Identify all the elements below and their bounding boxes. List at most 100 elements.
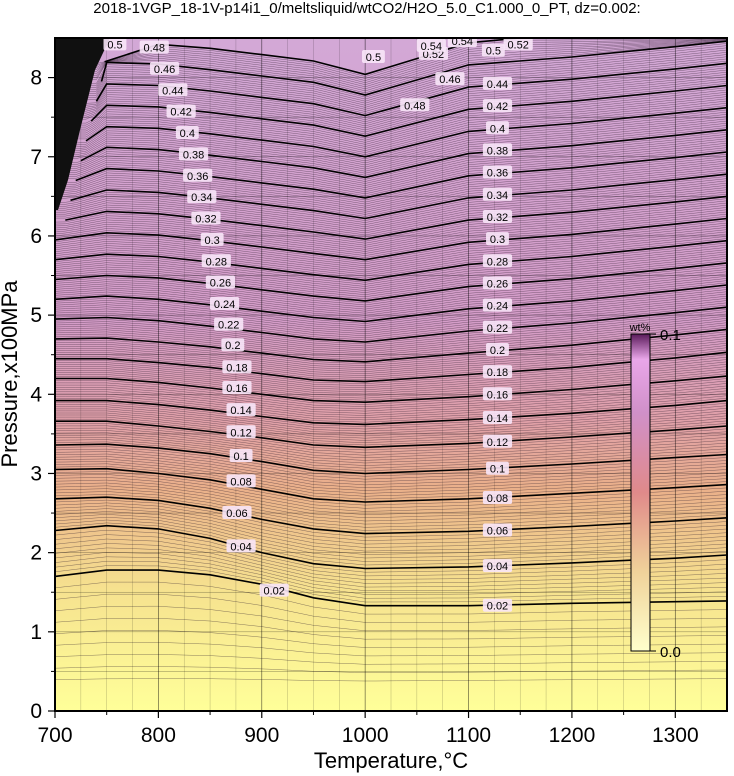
contour-label-text: 0.1 <box>233 451 248 463</box>
contour-label: 0.14 <box>482 411 513 425</box>
fine-contour-line <box>55 552 727 592</box>
contour-label: 0.02 <box>482 598 513 613</box>
contour-label-box <box>482 187 513 201</box>
fine-contour-line <box>55 630 727 648</box>
x-tick-label: 800 <box>141 724 176 747</box>
contour-line-0.28 <box>55 239 727 282</box>
contour-label: 0.44 <box>158 83 188 97</box>
x-tick-label: 1100 <box>446 724 491 747</box>
fine-contour-line <box>55 425 727 453</box>
fine-contour-line <box>55 193 727 238</box>
fine-contour-line <box>55 642 727 657</box>
contour-label-text: 0.46 <box>154 64 175 76</box>
contour-label-text: 0.12 <box>230 427 251 439</box>
contour-label: 0.26 <box>482 276 513 290</box>
contour-label: 0.12 <box>482 434 513 449</box>
contour-label: 0.52 <box>503 38 533 51</box>
fine-contour-line <box>55 397 727 423</box>
grid-lines <box>55 38 727 711</box>
contour-label: 0.48 <box>400 98 430 112</box>
contour-label: 0.18 <box>222 360 252 374</box>
contour-label-text: 0.4 <box>490 123 505 135</box>
contour-label-text: 0.32 <box>195 214 216 226</box>
contour-label-box <box>187 190 217 204</box>
fine-contour-line <box>55 275 727 314</box>
fine-contour-line <box>55 236 727 277</box>
contour-label-text: 0.3 <box>204 235 219 247</box>
contour-label-box <box>139 40 169 54</box>
contour-label-text: 0.32 <box>487 212 508 224</box>
fine-contour-line <box>55 414 727 441</box>
fine-contour-line <box>55 249 727 289</box>
fine-contour-line <box>55 213 727 256</box>
contour-label-text: 0.28 <box>206 256 227 268</box>
fine-contour-line <box>55 439 727 469</box>
contour-line-0.04 <box>55 524 727 570</box>
contour-label-box <box>486 232 509 246</box>
fine-contour-line <box>55 324 727 359</box>
fine-contour-line <box>55 448 727 480</box>
y-tick-label: 0 <box>30 700 42 723</box>
y-tick-label: 1 <box>30 621 42 644</box>
contour-label-text: 0.2 <box>225 340 240 352</box>
fine-contour-line <box>55 385 727 412</box>
contour-label: 0.04 <box>482 559 513 573</box>
contour-label-box <box>226 539 256 553</box>
contour-label: 0.5 <box>103 38 127 51</box>
contour-label-text: 0.34 <box>191 192 212 204</box>
fine-contour-line <box>55 105 727 155</box>
fine-contour-line <box>55 204 727 248</box>
fine-contour-line <box>55 418 727 446</box>
contour-label-text: 0.38 <box>183 149 204 161</box>
contour-label-text: 0.14 <box>230 405 251 417</box>
fine-contour-line <box>55 160 727 207</box>
contour-label-text: 0.04 <box>487 561 508 573</box>
fine-contour-line <box>55 291 727 328</box>
contour-label-box <box>221 338 245 352</box>
contour-label-box <box>226 474 256 488</box>
fine-contour-line <box>55 477 727 512</box>
contour-label-text: 0.16 <box>226 383 247 395</box>
fine-contour-line <box>55 430 727 459</box>
contour-label-box <box>482 209 513 223</box>
fine-contour-line <box>55 134 727 182</box>
contour-label-box <box>435 72 465 86</box>
contour-label-box <box>486 342 509 356</box>
fine-contour-line <box>55 311 727 347</box>
contour-label-text: 0.5 <box>486 46 501 58</box>
fine-contour-line <box>55 380 727 407</box>
contour-label-text: 0.44 <box>487 79 508 91</box>
y-tick-label: 2 <box>30 542 42 565</box>
fine-contour-line <box>55 40 727 92</box>
fine-contour-line <box>55 543 727 584</box>
contour-label-text: 0.5 <box>366 52 381 64</box>
contour-line-0.14 <box>55 399 727 426</box>
fine-contour-line <box>55 182 727 228</box>
fine-contour-line <box>55 227 727 269</box>
contour-label: 0.36 <box>183 168 213 183</box>
fine-contour-line <box>55 318 727 353</box>
fine-contour-line <box>55 280 727 318</box>
fine-contour-line <box>55 138 727 186</box>
fine-contour-line <box>55 336 727 369</box>
dark-corner-region <box>55 38 110 210</box>
contour-label-box <box>259 583 289 597</box>
fine-contour-line <box>55 147 727 195</box>
fine-contour-line <box>55 320 727 355</box>
contour-label-box <box>209 297 240 311</box>
contour-line-0.44 <box>95 62 727 117</box>
contour-label: 0.26 <box>205 275 236 290</box>
fine-contour-line <box>55 366 727 395</box>
fine-contour-line <box>55 304 727 341</box>
contour-label: 0.42 <box>166 104 196 119</box>
fine-contour-line <box>55 361 727 391</box>
contour-label-text: 0.48 <box>144 43 165 55</box>
contour-label: 0.46 <box>149 61 180 76</box>
contour-label-box <box>482 411 513 425</box>
fine-contour-line <box>55 363 727 393</box>
x-tick-label: 1200 <box>549 724 596 747</box>
fine-contour-line <box>55 315 727 351</box>
fine-contour-line <box>55 488 727 525</box>
fine-contour-line <box>55 96 727 147</box>
